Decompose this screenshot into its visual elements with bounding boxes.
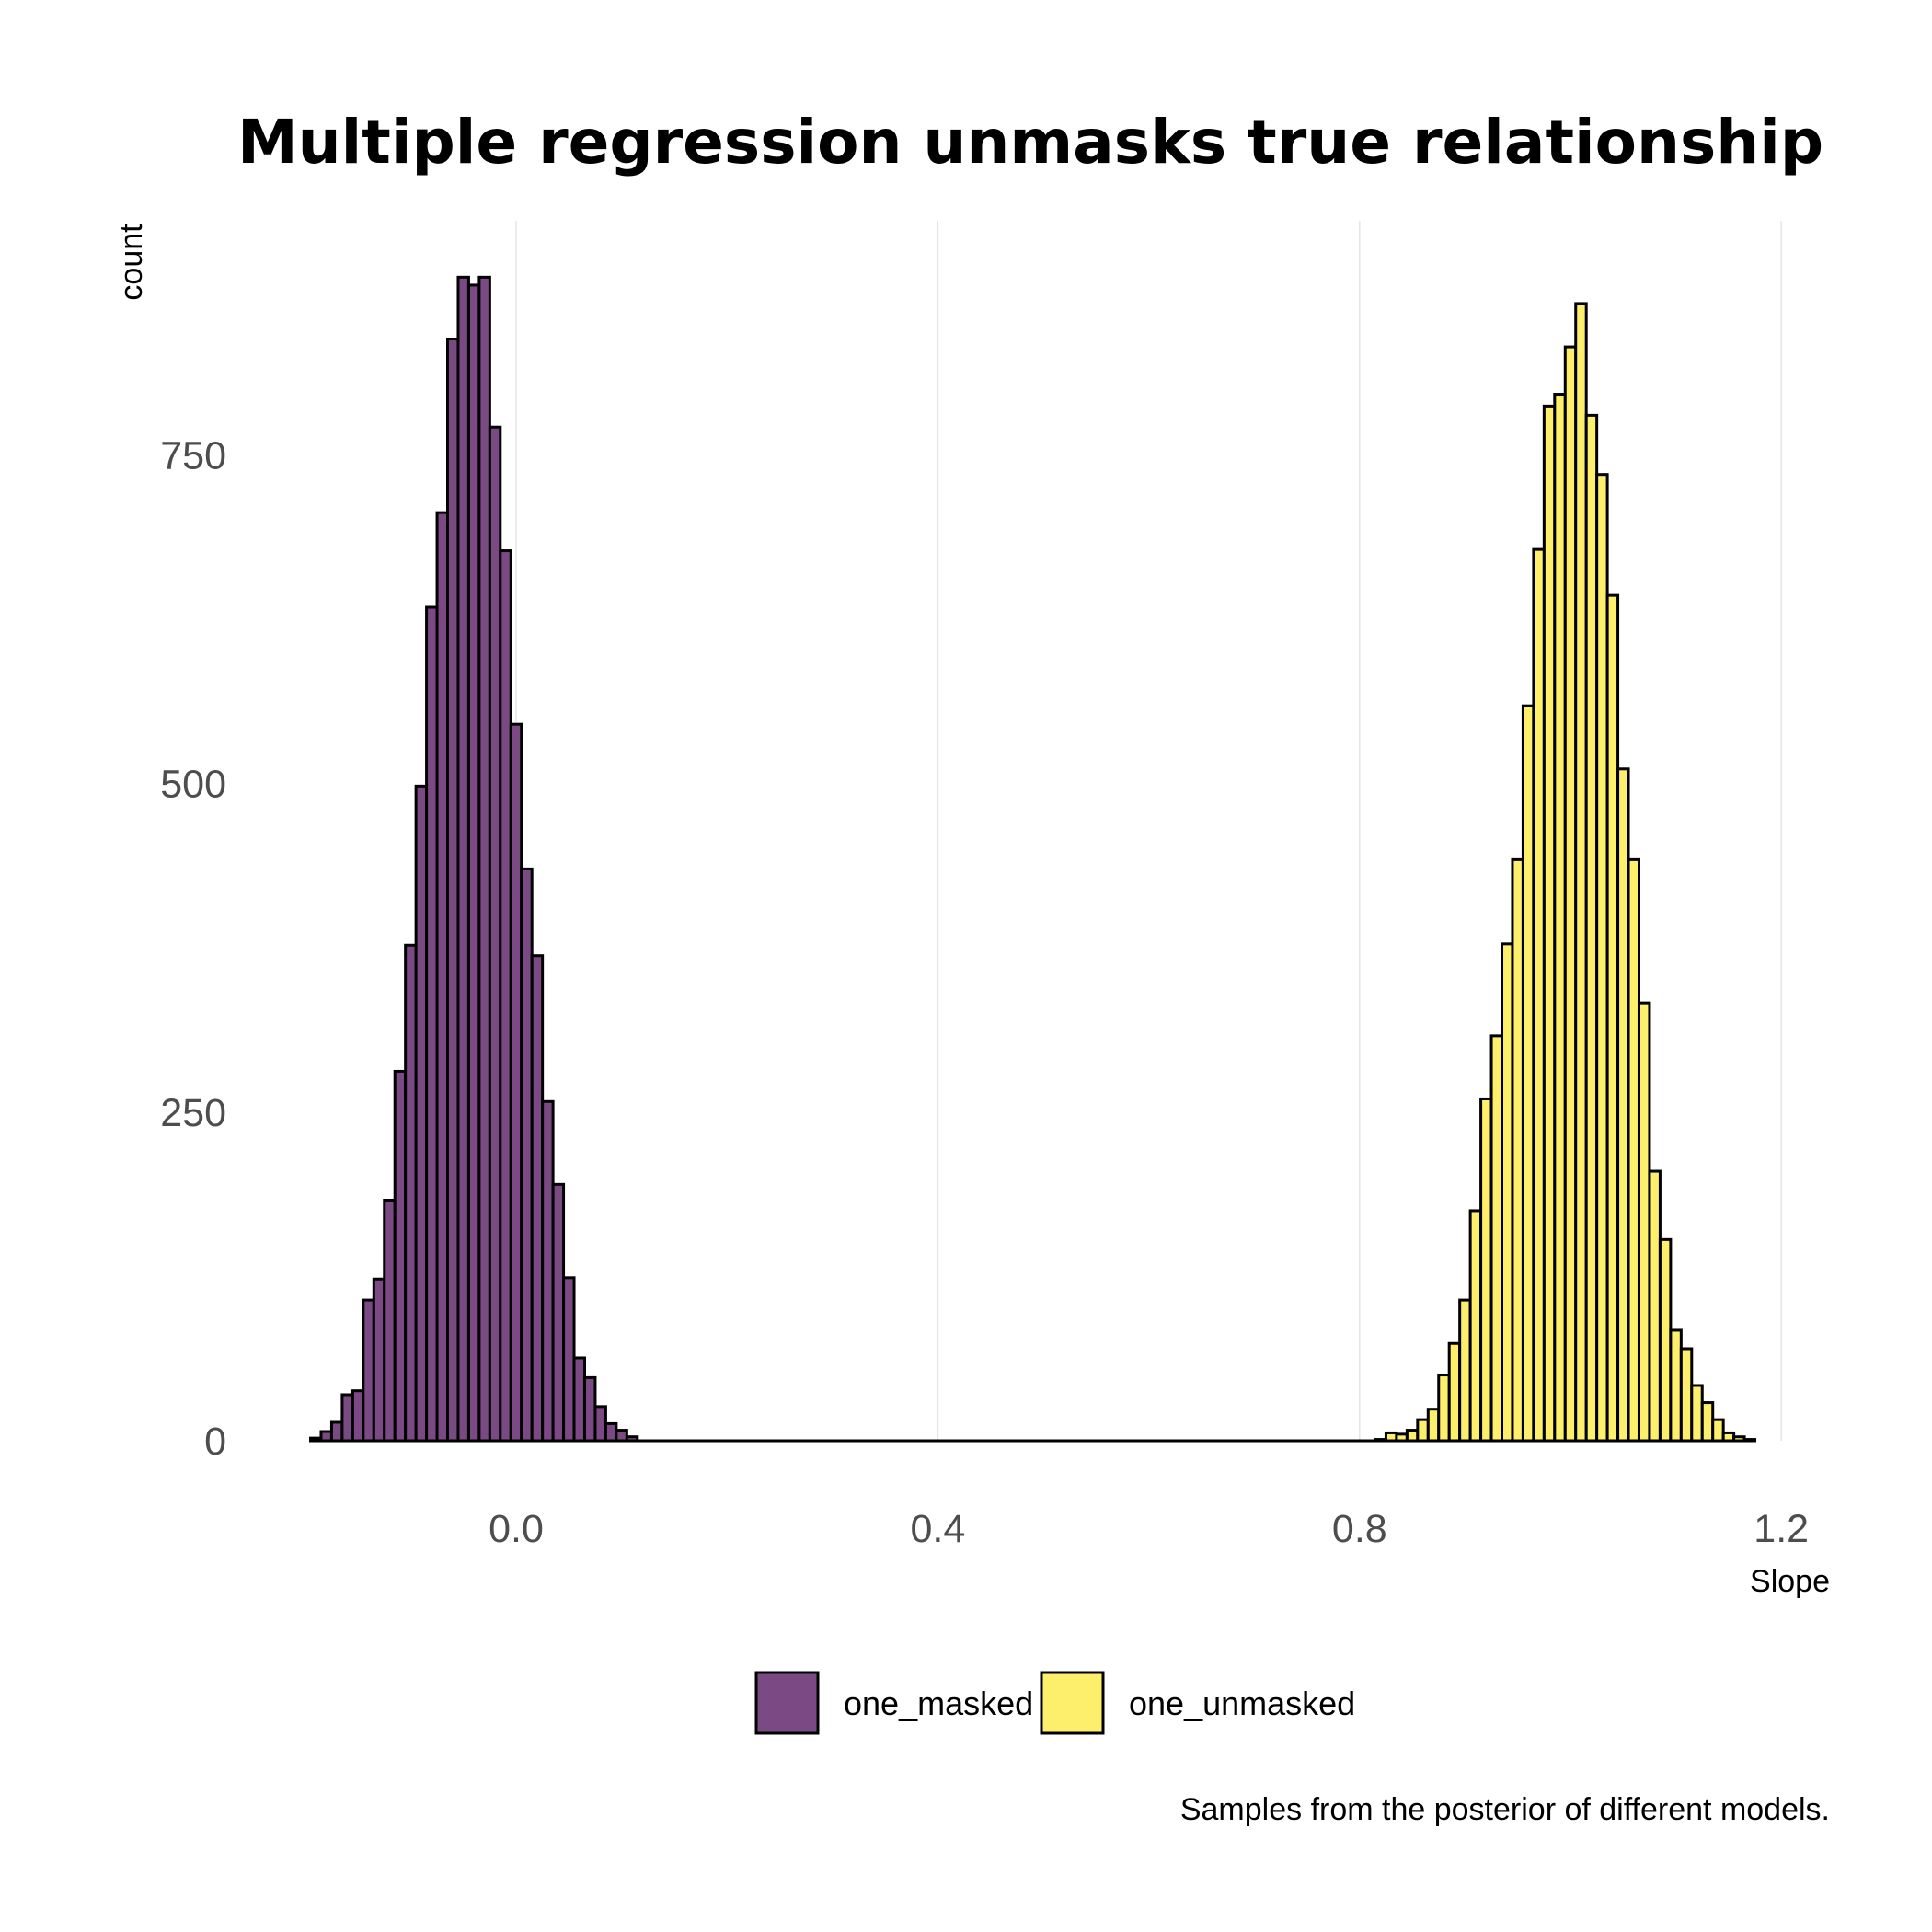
bar-one-unmasked bbox=[1669, 1328, 1683, 1443]
y-tick-label: 0 bbox=[204, 1420, 226, 1464]
bar-one-unmasked bbox=[1437, 1374, 1451, 1443]
legend-swatch-one-unmasked bbox=[1040, 1671, 1105, 1735]
bar-one-masked bbox=[562, 1276, 576, 1443]
bar-one-masked bbox=[499, 549, 512, 1443]
bar-one-unmasked bbox=[1637, 1001, 1651, 1443]
bar-one-masked bbox=[456, 275, 470, 1443]
bar-one-unmasked bbox=[1511, 857, 1524, 1443]
bar-one-masked bbox=[466, 283, 481, 1443]
bar-one-unmasked bbox=[1479, 1097, 1493, 1443]
bar-one-unmasked bbox=[1521, 704, 1535, 1443]
bar-one-unmasked bbox=[1501, 942, 1514, 1443]
bar-one-masked bbox=[404, 943, 418, 1443]
legend: one_masked one_unmasked bbox=[754, 1671, 1355, 1735]
x-tick-label: 1.2 bbox=[1754, 1507, 1809, 1551]
bar-one-masked bbox=[572, 1356, 586, 1443]
bar-one-masked bbox=[604, 1421, 618, 1443]
bar-one-unmasked bbox=[1711, 1418, 1725, 1443]
bar-one-unmasked bbox=[1489, 1034, 1504, 1443]
bar-one-masked bbox=[593, 1405, 607, 1443]
bar-one-masked bbox=[530, 954, 545, 1443]
x-axis-title: Slope bbox=[1750, 1564, 1830, 1599]
chart-title: Multiple regression unmasks true relatio… bbox=[237, 107, 1823, 178]
bar-one-unmasked bbox=[1658, 1237, 1673, 1443]
bar-one-masked bbox=[351, 1389, 365, 1443]
bar-one-masked bbox=[477, 275, 491, 1443]
y-tick-label: 750 bbox=[160, 433, 226, 477]
bar-one-masked bbox=[520, 867, 534, 1443]
bar-one-unmasked bbox=[1553, 393, 1567, 1443]
bar-one-unmasked bbox=[1468, 1209, 1483, 1443]
bar-one-masked bbox=[541, 1099, 555, 1443]
chart-caption: Samples from the posterior of different … bbox=[1180, 1792, 1830, 1827]
bar-one-masked bbox=[509, 722, 523, 1443]
bar-one-masked bbox=[362, 1298, 375, 1443]
legend-label-one-unmasked: one_unmasked bbox=[1129, 1685, 1355, 1722]
bar-one-unmasked bbox=[1605, 593, 1620, 1443]
bar-one-unmasked bbox=[1542, 404, 1557, 1443]
x-tick-label: 0.0 bbox=[489, 1507, 544, 1551]
bar-one-unmasked bbox=[1563, 345, 1578, 1443]
bar-one-unmasked bbox=[1679, 1347, 1694, 1443]
bar-one-unmasked bbox=[1447, 1341, 1462, 1443]
legend-label-one-masked: one_masked bbox=[844, 1685, 1033, 1722]
bar-one-unmasked bbox=[1426, 1408, 1441, 1443]
bar-one-unmasked bbox=[1595, 473, 1609, 1443]
bar-one-unmasked bbox=[1416, 1418, 1430, 1443]
bar-one-masked bbox=[414, 784, 429, 1443]
y-axis-ticks: 0 250 500 750 bbox=[160, 433, 226, 1464]
bar-one-masked bbox=[340, 1393, 354, 1443]
bar-one-unmasked bbox=[1574, 302, 1588, 1443]
bar-one-unmasked bbox=[1690, 1384, 1704, 1443]
y-tick-label: 250 bbox=[160, 1091, 226, 1135]
bar-one-masked bbox=[372, 1277, 386, 1443]
bar-one-unmasked bbox=[1405, 1429, 1420, 1443]
y-tick-label: 500 bbox=[160, 763, 226, 807]
bar-one-unmasked bbox=[1532, 547, 1546, 1443]
bar-one-masked bbox=[582, 1375, 597, 1443]
bar-one-unmasked bbox=[1616, 767, 1630, 1443]
x-tick-label: 0.4 bbox=[911, 1507, 966, 1551]
bar-one-unmasked bbox=[1584, 413, 1599, 1443]
bar-one-masked bbox=[488, 425, 502, 1443]
x-tick-label: 0.8 bbox=[1332, 1507, 1387, 1551]
histogram-bars bbox=[309, 275, 1757, 1443]
bar-one-masked bbox=[425, 605, 439, 1443]
bar-one-unmasked bbox=[1648, 1169, 1662, 1443]
bar-one-unmasked bbox=[1458, 1298, 1472, 1443]
y-axis-title: count bbox=[114, 224, 149, 301]
legend-swatch-one-masked bbox=[754, 1671, 820, 1735]
bar-one-masked bbox=[551, 1182, 566, 1443]
bar-one-masked bbox=[383, 1198, 397, 1443]
bar-one-unmasked bbox=[1700, 1401, 1715, 1443]
bar-one-unmasked bbox=[1627, 857, 1640, 1443]
x-axis-ticks: 0.0 0.4 0.8 1.2 bbox=[489, 1507, 1809, 1551]
bar-one-masked bbox=[329, 1420, 344, 1443]
bar-one-masked bbox=[435, 511, 450, 1443]
bar-one-masked bbox=[446, 337, 460, 1443]
bar-one-masked bbox=[319, 1430, 333, 1443]
bar-one-masked bbox=[615, 1429, 628, 1443]
bar-one-masked bbox=[393, 1069, 408, 1443]
